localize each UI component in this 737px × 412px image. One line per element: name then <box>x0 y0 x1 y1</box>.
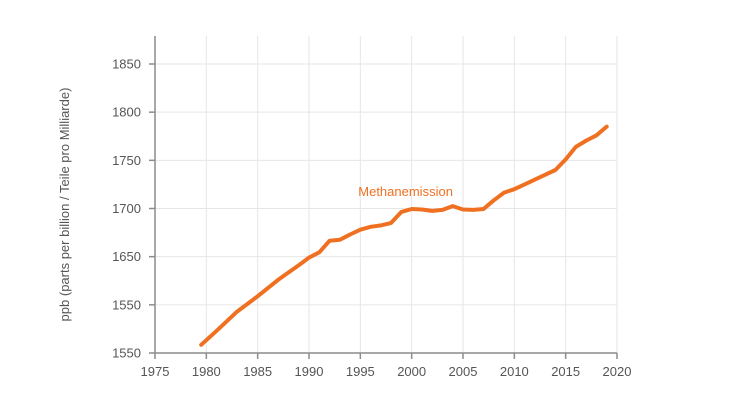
y-tick-label: 1800 <box>112 105 141 120</box>
axis-layer <box>154 36 617 354</box>
x-tick-label: 2015 <box>551 364 580 379</box>
x-tick-label: 1995 <box>346 364 375 379</box>
y-axis-title: ppb (parts per billion / Teile pro Milli… <box>57 88 72 322</box>
y-tick-label: 1550 <box>112 297 141 312</box>
y-tick-label: 1850 <box>112 57 141 72</box>
x-tick-label: 2010 <box>500 364 529 379</box>
y-tick-label: 1550 <box>112 346 141 361</box>
x-tick-label: 2005 <box>449 364 478 379</box>
x-tick-label: 2020 <box>603 364 632 379</box>
series-label: Methanemission <box>358 184 453 199</box>
series-layer: Methanemission <box>199 124 609 347</box>
x-tick-label: 1990 <box>295 364 324 379</box>
y-tick-label: 1650 <box>112 249 141 264</box>
x-tick-label: 2000 <box>397 364 426 379</box>
series-line <box>199 124 609 347</box>
grid-layer <box>155 36 618 353</box>
x-tick-label: 1975 <box>141 364 170 379</box>
x-tick-label: 1980 <box>192 364 221 379</box>
x-tick-label: 1985 <box>243 364 272 379</box>
y-tick-label: 1700 <box>112 201 141 216</box>
y-tick-label: 1750 <box>112 153 141 168</box>
tick-layer: 1975 1980 1985 1990 1995 2000 2005 2010 2015 2020… <box>112 57 631 380</box>
